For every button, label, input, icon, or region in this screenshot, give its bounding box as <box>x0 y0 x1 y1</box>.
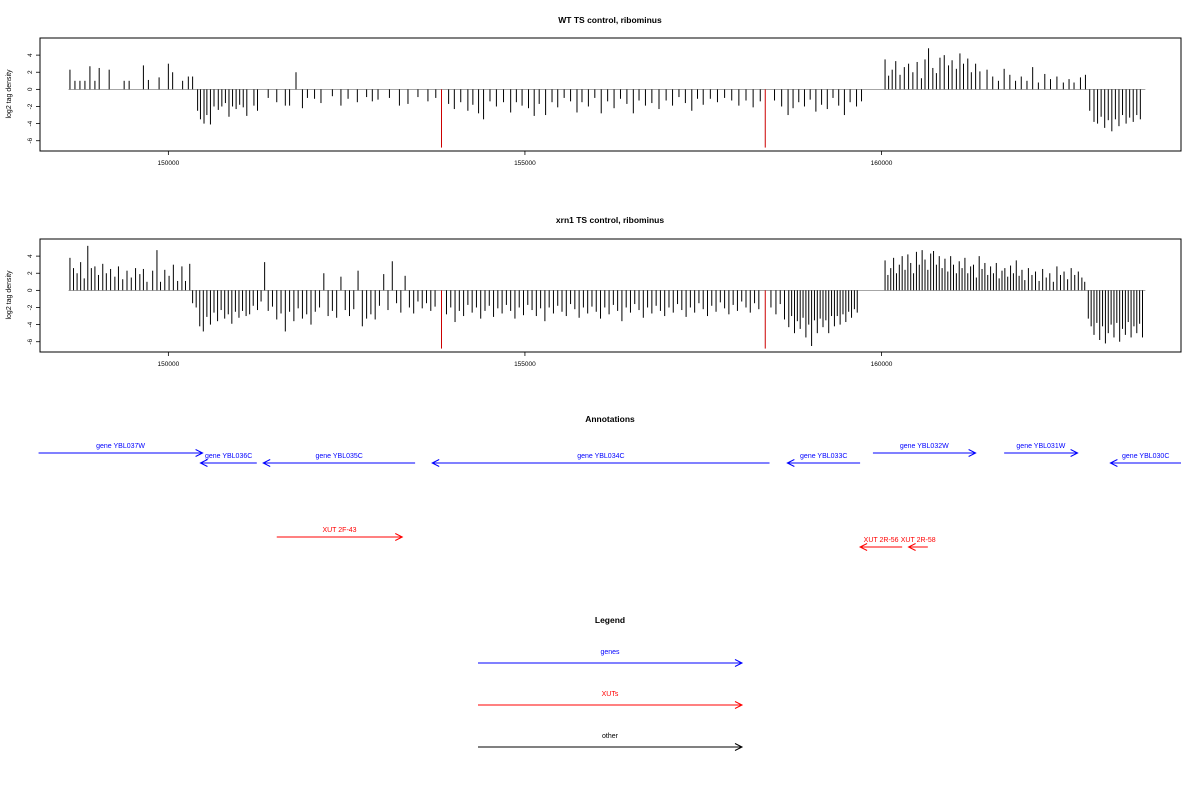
gene-label: gene YBL037W <box>96 443 145 450</box>
legend-label: genes <box>600 649 620 656</box>
y-tick-label: 4 <box>27 254 34 258</box>
xut-label: XUT 2R-58 <box>901 537 936 544</box>
xrn1-x-ticks: 150000 155000 160000 <box>158 352 893 368</box>
x-tick-label: 155000 <box>514 160 536 167</box>
x-tick-label: 150000 <box>158 160 180 167</box>
gene-arrow-head <box>199 459 208 467</box>
y-tick-label: -6 <box>27 137 34 143</box>
legend-arrow-head <box>734 701 744 709</box>
wt-plot-frame <box>39 37 1182 152</box>
legend-panel: Legend genes XUTs other <box>478 615 744 751</box>
y-tick-label: -4 <box>27 120 34 126</box>
gene-arrow-head <box>968 449 977 457</box>
gene-annotations: gene YBL037W gene YBL036C gene YBL035C gene… <box>38 443 1181 467</box>
wt-red-markers <box>440 89 766 148</box>
xrn1-y-axis-label: log2 tag density <box>6 270 13 320</box>
y-tick-label: -2 <box>27 304 34 310</box>
y-tick-label: 0 <box>27 87 34 91</box>
gene-label: gene YBL030C <box>1122 453 1169 460</box>
y-tick-label: -2 <box>27 103 34 109</box>
y-tick-label: -4 <box>27 321 34 327</box>
legend-items: genes XUTs other <box>478 649 744 751</box>
y-tick-label: 0 <box>27 288 34 292</box>
annotations-title: Annotations <box>585 414 635 424</box>
xrn1-panel-title: xrn1 TS control, ribominus <box>556 215 664 225</box>
gene-label: gene YBL035C <box>315 453 362 460</box>
x-tick-label: 155000 <box>514 361 536 368</box>
gene-arrow-head <box>1109 459 1118 467</box>
xrn1-plot-frame <box>39 238 1182 353</box>
wt-bars <box>69 48 1141 132</box>
gene-arrow-head <box>786 459 795 467</box>
xrn1-y-ticks: 4 2 0 -2 -4 -6 <box>27 254 41 345</box>
gene-arrow-head <box>431 459 440 467</box>
legend-arrow-head <box>734 743 744 751</box>
y-tick-label: 2 <box>27 70 34 74</box>
legend-title: Legend <box>595 615 625 625</box>
gene-label: gene YBL032W <box>900 443 949 450</box>
gene-label: gene YBL036C <box>205 453 252 460</box>
gene-label: gene YBL033C <box>800 453 847 460</box>
legend-label: XUTs <box>602 691 619 698</box>
xrn1-density-panel: xrn1 TS control, ribominus log2 tag dens… <box>6 215 1182 368</box>
x-tick-label: 150000 <box>158 361 180 368</box>
gene-arrow-head <box>195 449 204 457</box>
wt-y-axis-label: log2 tag density <box>6 69 13 119</box>
xut-label: XUT 2R-56 <box>864 537 899 544</box>
xrn1-bars <box>69 245 1143 347</box>
wt-density-panel: WT TS control, ribominus log2 tag densit… <box>6 15 1182 167</box>
gene-arrow-head <box>1070 449 1079 457</box>
wt-y-ticks: 4 2 0 -2 -4 -6 <box>27 53 41 144</box>
x-tick-label: 160000 <box>871 160 893 167</box>
xut-arrow-head <box>858 543 868 551</box>
wt-panel-title: WT TS control, ribominus <box>558 15 662 25</box>
xut-arrow-head <box>395 533 404 541</box>
y-tick-label: 4 <box>27 53 34 57</box>
x-tick-label: 160000 <box>871 361 893 368</box>
wt-x-ticks: 150000 155000 160000 <box>158 151 893 167</box>
xut-arrow-head <box>907 543 916 551</box>
legend-label: other <box>602 733 619 740</box>
gene-arrow-head <box>262 459 271 467</box>
y-tick-label: -6 <box>27 338 34 344</box>
xut-annotations: XUT 2F-43 XUT 2R-56 XUT 2R-58 <box>276 527 936 551</box>
y-tick-label: 2 <box>27 271 34 275</box>
xut-label: XUT 2F-43 <box>322 527 356 534</box>
gene-label: gene YBL031W <box>1016 443 1065 450</box>
legend-arrow-head <box>734 659 744 667</box>
gene-label: gene YBL034C <box>577 453 624 460</box>
xrn1-red-markers <box>440 290 766 349</box>
